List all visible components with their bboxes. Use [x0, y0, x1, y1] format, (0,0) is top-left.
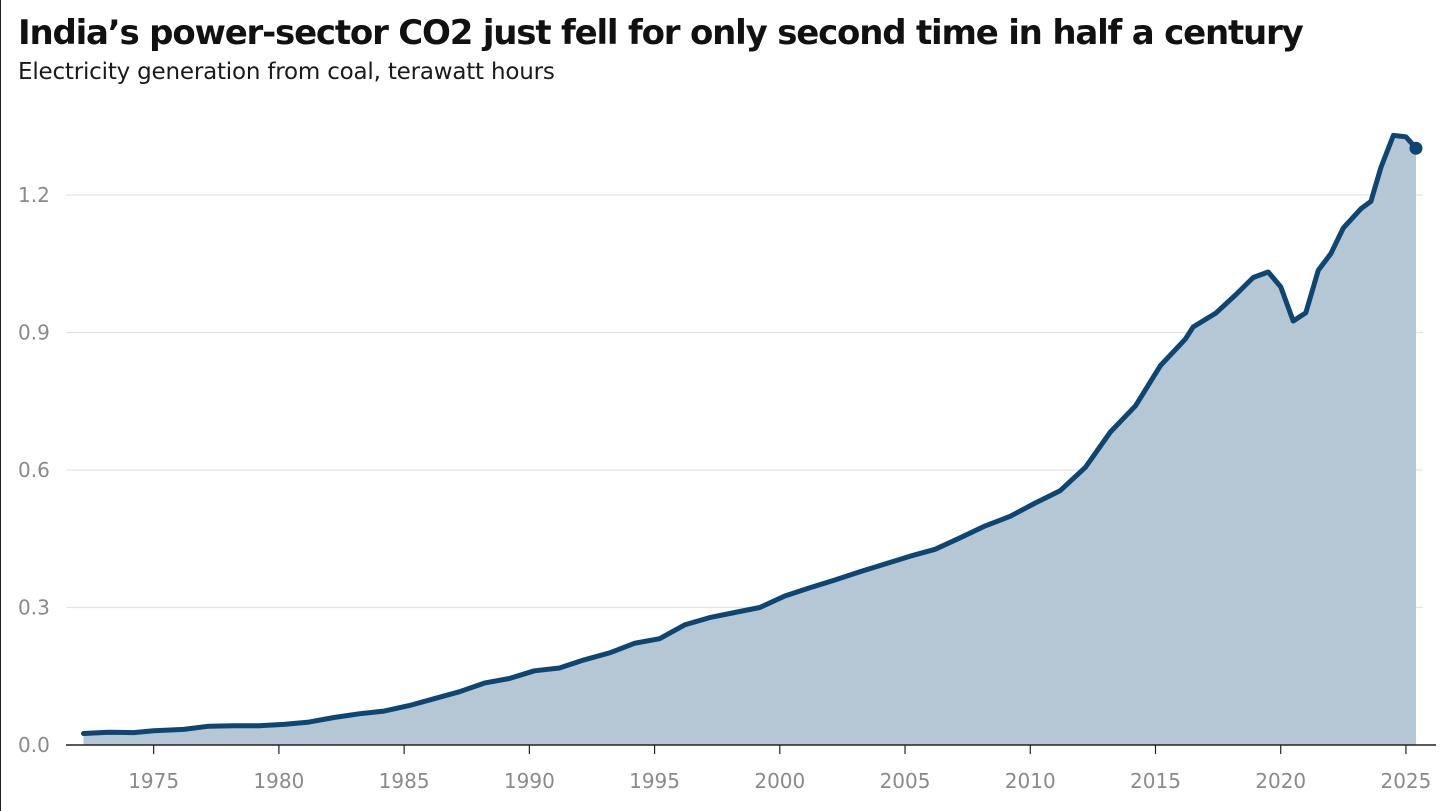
chart-header: India’s power-sector CO2 just fell for o…	[18, 10, 1441, 88]
chart-subtitle: Electricity generation from coal, terawa…	[18, 59, 555, 85]
x-tick-label: 1975	[128, 769, 179, 793]
series-line	[81, 132, 1419, 736]
x-tick-label: 1995	[629, 769, 680, 793]
y-tick-label: 1.2	[18, 183, 50, 207]
x-tick-label: 2025	[1380, 769, 1431, 793]
area-fill	[83, 135, 1416, 745]
y-tick-label: 0.3	[18, 596, 50, 620]
frame-edge	[0, 0, 1, 811]
x-axis-ticks	[153, 745, 1407, 754]
x-tick-label: 1990	[504, 769, 555, 793]
x-axis-labels: 1975 1980 1985 1990 1995 2000 2005 2010 2015 2020…	[128, 769, 1431, 793]
y-tick-label: 0.9	[18, 321, 50, 345]
end-point-marker	[1409, 141, 1423, 155]
x-tick-label: 1985	[379, 769, 430, 793]
x-tick-label: 1980	[253, 769, 304, 793]
x-tick-label: 2000	[754, 769, 805, 793]
x-tick-label: 2015	[1130, 769, 1181, 793]
x-tick-label: 2020	[1255, 769, 1306, 793]
y-tick-label: 0.0	[18, 733, 50, 757]
x-tick-label: 2005	[880, 769, 931, 793]
chart-title: India’s power-sector CO2 just fell for o…	[18, 13, 1304, 53]
y-tick-label: 0.6	[18, 458, 50, 482]
y-axis-labels: 0.0 0.3 0.6 0.9 1.2	[18, 183, 50, 757]
x-tick-label: 2010	[1005, 769, 1056, 793]
